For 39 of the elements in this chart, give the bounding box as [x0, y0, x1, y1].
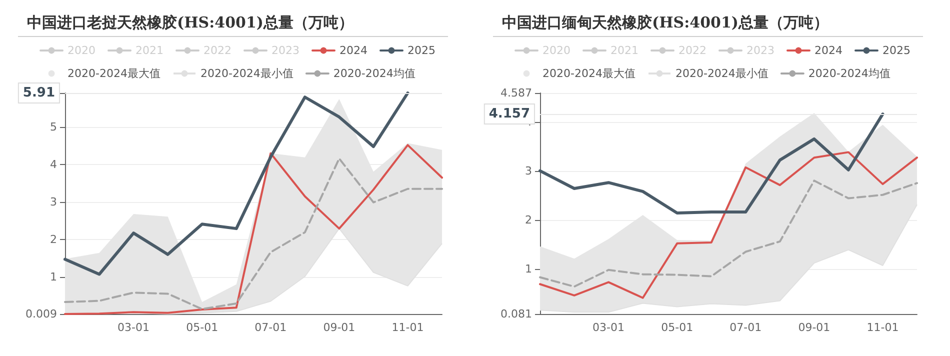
legend-label: 2020-2024最小值 — [200, 67, 294, 80]
y-tick-label: 2 — [525, 213, 532, 226]
legend-label: 2020-2024均值 — [808, 67, 890, 80]
y-tick-label: 4 — [50, 158, 57, 172]
line-series — [538, 112, 884, 215]
legend-label: 2024 — [814, 44, 842, 57]
x-tick-label: 09-01 — [323, 321, 356, 334]
legend-label: 2020-2024最小值 — [675, 67, 768, 80]
y-tick-label: 1 — [525, 262, 532, 276]
line-series — [539, 180, 918, 288]
x-tick-label: 05-01 — [186, 321, 218, 334]
y-tick-label: 2 — [50, 232, 57, 246]
x-tick-label: 03-01 — [118, 321, 150, 334]
y-tick-label: 4.587 — [500, 86, 532, 100]
y-tick-label: 3 — [50, 195, 57, 208]
legend-label: 2025 — [882, 44, 910, 57]
legend-label: 2020-2024均值 — [333, 67, 416, 80]
legend-label: 2020-2024最大值 — [542, 67, 636, 80]
line-series — [64, 92, 410, 276]
ref-line-label: 5.91 — [22, 86, 55, 100]
y-tick-label: 5 — [50, 120, 57, 134]
y-tick-label: 0.081 — [500, 308, 532, 320]
line-series — [539, 151, 918, 299]
legend-label: 2024 — [339, 44, 368, 57]
x-tick-label: 07-01 — [730, 321, 762, 334]
legend-label: 2020-2024最大值 — [68, 67, 160, 80]
x-tick-label: 07-01 — [254, 321, 287, 334]
x-tick-label: 05-01 — [661, 321, 694, 334]
legend-label: 2025 — [407, 44, 436, 57]
y-tick-label: 3 — [525, 164, 532, 178]
x-tick-label: 11-01 — [392, 321, 424, 334]
x-tick-label: 11-01 — [866, 321, 899, 334]
ref-line-label: 4.157 — [488, 106, 530, 122]
chart-title: 中国进口老挝天然橡胶(HS:4001)总量（万吨） — [27, 14, 354, 32]
chart-title: 中国进口缅甸天然橡胶(HS:4001)总量（万吨） — [502, 14, 828, 32]
x-tick-label: 03-01 — [592, 321, 625, 334]
y-tick-label: 0.009 — [26, 308, 57, 320]
x-tick-label: 09-01 — [798, 321, 830, 334]
y-tick-label: 1 — [50, 270, 57, 284]
